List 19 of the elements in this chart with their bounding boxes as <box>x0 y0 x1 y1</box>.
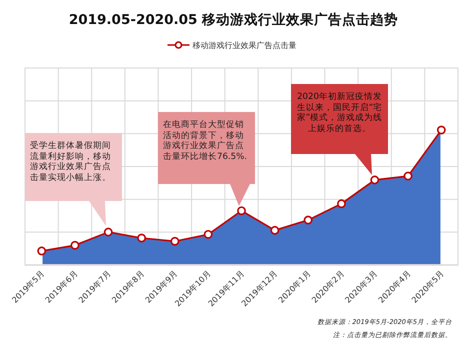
point <box>204 230 213 239</box>
annotation: 受学生群体暑假期间流量利好影响，移动游戏行业效果广告点击量实现小幅上涨。 <box>30 141 112 183</box>
annotation: 在电商平台大型促销活动的背景下，移动游戏行业效果广告点击量环比增长76.5%. <box>163 120 248 162</box>
point <box>37 246 46 256</box>
point <box>170 236 180 246</box>
point <box>70 240 80 250</box>
point <box>270 226 280 235</box>
point <box>370 176 380 184</box>
point <box>304 216 313 224</box>
legend: 移动游戏行业效果广告点击量 <box>168 41 296 50</box>
legend-label: 移动游戏行业效果广告点击量 <box>192 41 296 50</box>
point <box>137 234 146 242</box>
point <box>436 126 446 134</box>
annotation: 2020年初新冠疫情发生以来，国民开启“宅家”模式，游戏成为线上娱乐的首选。 <box>296 92 383 134</box>
point <box>237 206 246 216</box>
point <box>337 199 346 208</box>
point <box>104 228 113 236</box>
point <box>404 172 412 180</box>
chart-title: 2019.05-2020.05 移动游戏行业效果广告点击趋势 <box>68 11 398 28</box>
